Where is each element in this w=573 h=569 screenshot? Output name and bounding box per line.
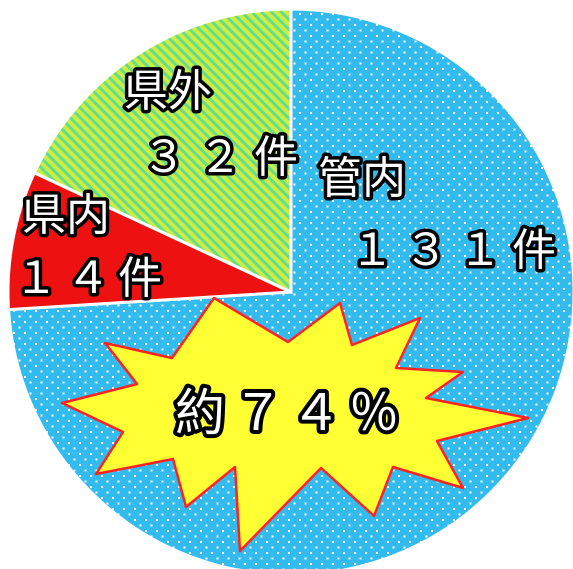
starburst-callout — [60, 296, 530, 553]
slice-value-kengai: ３２件 — [142, 132, 310, 183]
slice-name-kennai: 県内 — [22, 190, 110, 241]
slice-name-kannai: 管内 — [318, 153, 406, 204]
pie-slice-kengai — [32, 7, 293, 295]
slice-value-kennai: １４件 — [14, 253, 170, 304]
pie-slice-kennai — [6, 170, 292, 312]
slice-name-kengai: 県外 — [124, 66, 212, 117]
slice-value-kannai: １３１件 — [350, 225, 566, 276]
share-annotation: 約７４％ — [175, 384, 407, 442]
